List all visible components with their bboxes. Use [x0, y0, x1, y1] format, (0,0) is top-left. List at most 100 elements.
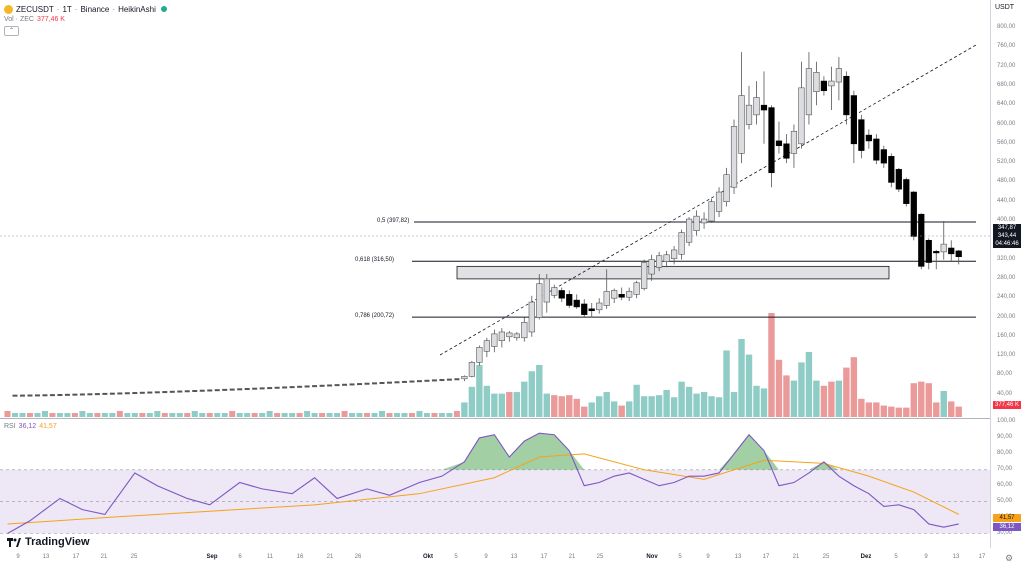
- price-tick-label: 560,00: [997, 139, 1016, 146]
- volume-bar: [663, 389, 670, 417]
- candle: [835, 68, 842, 83]
- candle: [858, 119, 865, 151]
- market-open-icon: [160, 6, 167, 12]
- settings-gear-icon[interactable]: ⚙: [1005, 553, 1014, 563]
- candle: [42, 394, 48, 397]
- volume-bar: [940, 391, 947, 417]
- volume-legend[interactable]: Vol · ZEC 377,46 K: [4, 16, 65, 23]
- candle: [102, 392, 108, 395]
- volume-bar: [401, 413, 408, 417]
- candle: [813, 72, 820, 92]
- candle: [738, 95, 745, 154]
- support-zone-rect[interactable]: [456, 265, 890, 280]
- candle: [177, 390, 183, 393]
- volume-bar: [858, 398, 865, 417]
- volume-bar: [274, 413, 281, 417]
- candle: [416, 380, 422, 383]
- volume-bar: [760, 388, 768, 417]
- price-tick-label: 760,00: [997, 43, 1016, 50]
- candle: [199, 389, 205, 392]
- candle: [192, 390, 198, 393]
- price-chart[interactable]: [0, 0, 990, 418]
- time-axis[interactable]: 9 13 17 21 25 Sep 6 11 16 21 26 Okt 5 9 13 17 21 25 Nov 5 9 1…: [0, 548, 990, 564]
- volume-bar: [438, 413, 445, 417]
- candle: [19, 394, 25, 397]
- volume-bar: [933, 402, 940, 417]
- candle: [685, 218, 693, 243]
- volume-bar: [813, 380, 820, 417]
- volume-bar: [850, 357, 858, 417]
- candle: [132, 392, 138, 395]
- time-tick-label: 17: [540, 554, 548, 560]
- volume-value: 377,46 K: [36, 16, 65, 23]
- volume-bar: [116, 411, 123, 417]
- volume-bar: [259, 413, 266, 417]
- collapse-legend-button[interactable]: ⌃: [4, 26, 19, 36]
- time-tick-label: 13: [734, 554, 742, 560]
- price-tick-label: 40,00: [997, 390, 1013, 397]
- candle: [297, 385, 303, 388]
- rsi-pane[interactable]: [0, 0, 990, 564]
- volume-bar: [536, 365, 543, 417]
- price-tick-label: 240,00: [997, 294, 1016, 301]
- volume-bar: [251, 413, 258, 417]
- candle: [162, 391, 168, 394]
- volume-bar: [566, 395, 573, 417]
- volume-bar: [888, 406, 895, 417]
- time-tick-label: 13: [42, 554, 50, 560]
- volume-bar: [34, 413, 41, 417]
- candle: [342, 383, 348, 386]
- volume-bar: [139, 413, 146, 417]
- volume-bar: [379, 411, 385, 417]
- candle: [139, 391, 145, 394]
- time-tick-label: 5: [678, 554, 682, 560]
- volume-bar: [26, 413, 33, 417]
- volume-bar: [738, 339, 745, 417]
- trend-line[interactable]: [439, 44, 977, 356]
- symbol-legend[interactable]: ZECUSDT · 1T · Binance · HeikinAshi: [4, 3, 167, 15]
- candle: [753, 97, 760, 116]
- candle: [431, 379, 437, 382]
- rsi-tick-label: 30,00: [997, 529, 1013, 536]
- countdown-tag: 04:46:46: [993, 240, 1021, 248]
- volume-bar: [304, 411, 311, 417]
- candle: [327, 384, 333, 387]
- price-tick-label: 120,00: [997, 352, 1016, 359]
- symbol-name[interactable]: ZECUSDT: [16, 4, 54, 14]
- price-tick-label: 320,00: [997, 255, 1016, 262]
- time-tick-label: 25: [130, 554, 138, 560]
- volume-bar: [289, 413, 296, 417]
- currency-label[interactable]: USDT: [995, 4, 1015, 11]
- volume-bar: [820, 385, 828, 417]
- rsi-legend[interactable]: RSI 36,12 41,57: [4, 423, 57, 430]
- price-tick-label: 200,00: [997, 313, 1016, 320]
- volume-bar: [64, 413, 71, 417]
- volume-bar: [798, 362, 805, 417]
- candle: [386, 381, 392, 384]
- volume-bar: [895, 407, 903, 417]
- volume-bar: [393, 413, 400, 417]
- candle: [828, 80, 835, 87]
- volume-bar: [955, 406, 962, 417]
- candle: [783, 143, 790, 159]
- pane-divider[interactable]: [0, 418, 990, 419]
- time-tick-label: 21: [568, 554, 576, 560]
- separator: ·: [112, 4, 116, 14]
- rsi-ma-value: 41,57: [39, 423, 57, 430]
- volume-bar: [341, 411, 348, 417]
- time-tick-label: 9: [484, 554, 488, 560]
- volume-bar: [453, 411, 460, 417]
- volume-bar: [648, 396, 655, 417]
- volume-bar: [551, 395, 558, 417]
- rsi-tick-label: 80,00: [997, 449, 1013, 456]
- tradingview-logo[interactable]: TradingView: [5, 536, 92, 548]
- price-axis[interactable]: USDT 800,00 760,00 720,00 680,00 640,00 600,0…: [990, 0, 1024, 548]
- volume-bar: [109, 413, 116, 417]
- rsi-tick-label: 100,00: [997, 417, 1016, 424]
- chart-style[interactable]: HeikinAshi: [118, 4, 156, 14]
- volume-bar: [581, 406, 588, 417]
- interval[interactable]: 1T: [62, 4, 72, 14]
- volume-bar: [408, 413, 415, 417]
- time-tick-label: 13: [510, 554, 518, 560]
- volume-bar: [730, 392, 738, 417]
